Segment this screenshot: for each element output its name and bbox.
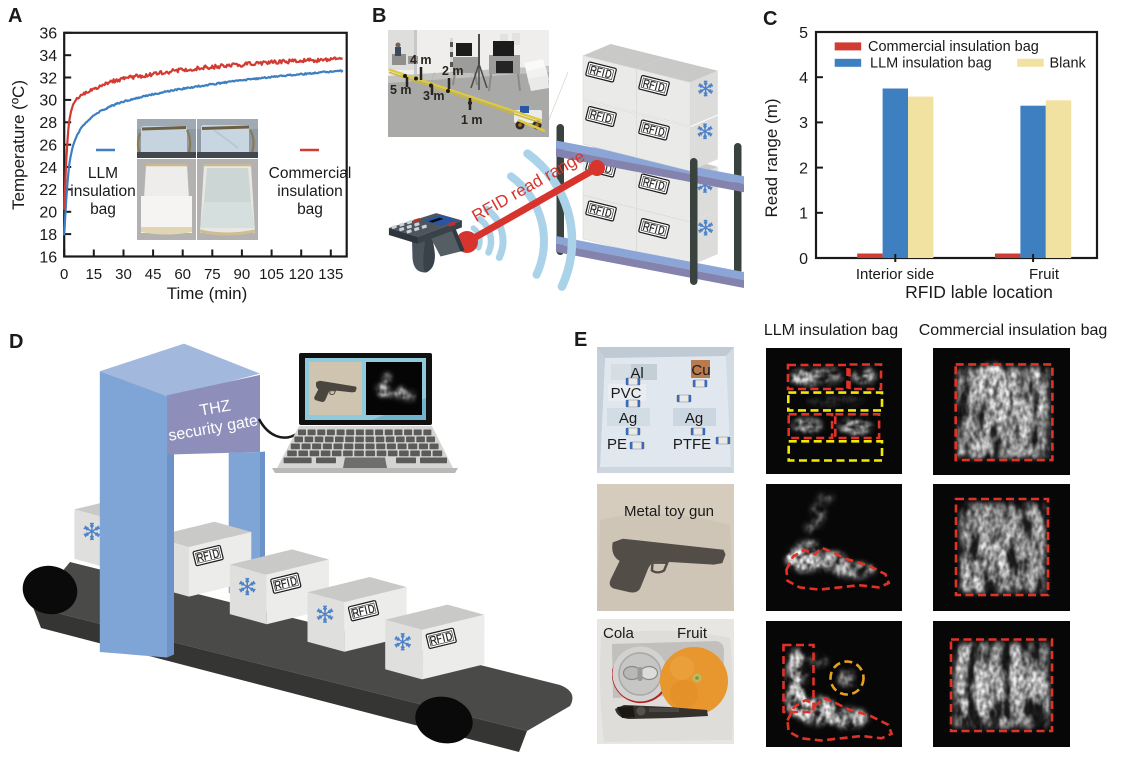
svg-text:LLM insulation bag: LLM insulation bag [870,55,992,71]
svg-text:75: 75 [204,266,221,283]
svg-text:Cu: Cu [691,362,710,379]
svg-text:D: D [9,331,23,353]
svg-text:24: 24 [39,160,57,177]
svg-text:Fruit: Fruit [1029,266,1060,283]
svg-text:22: 22 [39,182,57,199]
svg-text:36: 36 [39,26,57,43]
svg-text:26: 26 [39,138,57,155]
svg-text:0: 0 [60,266,68,283]
svg-text:Temperature (ºC): Temperature (ºC) [9,80,28,210]
svg-text:Ag: Ag [685,410,703,427]
svg-text:LLM insulation bag: LLM insulation bag [764,322,898,339]
svg-text:45: 45 [145,266,162,283]
svg-text:Cola: Cola [603,625,635,642]
svg-text:32: 32 [39,70,57,87]
svg-text:Time (min): Time (min) [167,284,248,303]
svg-text:bag: bag [90,201,116,218]
svg-text:20: 20 [39,205,57,222]
svg-text:15: 15 [85,266,102,283]
svg-text:E: E [574,329,587,351]
svg-text:30: 30 [39,93,57,110]
svg-text:105: 105 [259,266,284,283]
svg-text:28: 28 [39,115,57,132]
svg-text:1: 1 [799,206,808,223]
svg-text:5 m: 5 m [390,83,412,97]
svg-text:5: 5 [799,25,808,42]
svg-text:C: C [763,8,777,30]
svg-text:Read range (m): Read range (m) [762,98,781,217]
svg-text:Commercial insulation bag: Commercial insulation bag [919,322,1108,339]
svg-text:3: 3 [799,115,808,132]
svg-text:4: 4 [799,70,808,87]
svg-text:Commercial insulation bag: Commercial insulation bag [868,39,1039,55]
svg-text:THZ: THZ [198,397,232,419]
svg-text:PTFE: PTFE [673,436,711,453]
svg-text:Ag: Ag [619,410,637,427]
svg-text:18: 18 [39,227,57,244]
svg-text:LLM: LLM [88,165,118,182]
svg-text:Metal toy gun: Metal toy gun [624,503,714,520]
svg-text:0: 0 [799,251,808,268]
svg-text:Commercial: Commercial [269,165,352,182]
svg-text:Blank: Blank [1050,55,1087,71]
svg-text:2: 2 [799,160,808,177]
svg-text:120: 120 [289,266,314,283]
svg-text:3 m: 3 m [423,89,445,103]
svg-text:B: B [372,5,386,27]
svg-text:Interior side: Interior side [856,266,934,283]
svg-text:PVC: PVC [611,385,642,402]
svg-text:135: 135 [318,266,343,283]
svg-text:34: 34 [39,48,57,65]
svg-text:PE: PE [607,436,627,453]
svg-text:Fruit: Fruit [677,625,708,642]
svg-text:RFID lable location: RFID lable location [905,282,1053,302]
svg-text:1 m: 1 m [461,113,483,127]
svg-text:insulation: insulation [70,183,136,200]
svg-text:90: 90 [234,266,251,283]
svg-text:2 m: 2 m [442,64,464,78]
svg-text:insulation: insulation [277,183,343,200]
svg-text:30: 30 [115,266,132,283]
svg-text:bag: bag [297,201,323,218]
svg-text:A: A [8,5,22,27]
svg-text:60: 60 [174,266,191,283]
svg-text:4 m: 4 m [410,53,432,67]
svg-text:16: 16 [39,249,57,266]
